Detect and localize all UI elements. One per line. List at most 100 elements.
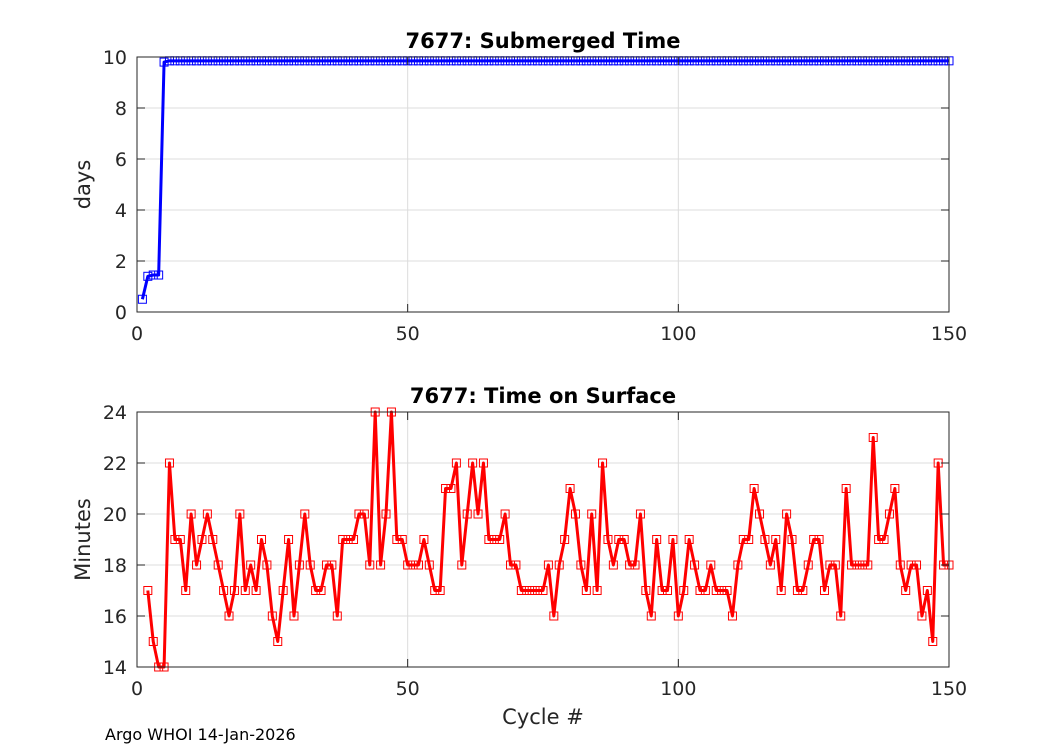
surface-xtick-label: 150	[931, 678, 967, 700]
surface-data-point	[543, 560, 553, 570]
surface-ytick-label: 16	[103, 606, 127, 628]
surface-data-point	[787, 535, 797, 544]
surface-data-point	[413, 560, 423, 570]
surface-data-point	[462, 509, 472, 519]
surface-data-point	[646, 611, 656, 621]
surface-data-point	[792, 586, 802, 595]
surface-data-point	[603, 535, 613, 544]
surface-data-point	[397, 535, 407, 544]
submerged-ytick-label: 0	[115, 302, 127, 324]
surface-data-point	[673, 611, 683, 621]
surface-data-point	[224, 611, 234, 621]
surface-chart-title: 7677: Time on Surface	[410, 384, 676, 408]
surface-data-point	[879, 535, 889, 544]
surface-data-point	[164, 458, 174, 468]
submerged-time-chart: 0 50 100 150 0 2 4 6 8 10 7677: Submerged Time days	[71, 29, 967, 345]
surface-data-point	[219, 586, 229, 595]
surface-data-point	[722, 586, 732, 595]
surface-data-point	[300, 509, 310, 519]
surface-data-point	[495, 535, 505, 544]
submerged-xtick-label: 100	[660, 323, 696, 345]
surface-data-point	[868, 433, 878, 442]
surface-data-point	[771, 535, 781, 544]
surface-data-point	[592, 586, 602, 595]
submerged-ytick-label: 10	[103, 47, 127, 69]
surface-data-point	[776, 586, 786, 595]
surface-data-point	[625, 560, 635, 570]
surface-data-point	[884, 509, 894, 519]
surface-data-point	[614, 535, 624, 544]
surface-data-point	[874, 535, 884, 544]
surface-data-point	[522, 586, 532, 595]
surface-data-point	[284, 535, 294, 544]
surface-data-point	[906, 560, 916, 570]
surface-data-point	[451, 458, 461, 468]
surface-data-point	[819, 586, 829, 595]
surface-xtick-label: 100	[660, 678, 696, 700]
surface-axes-frame	[136, 411, 950, 668]
surface-data-point	[240, 586, 250, 595]
surface-xtick-label: 50	[396, 678, 420, 700]
submerged-chart-title: 7677: Submerged Time	[405, 29, 680, 53]
surface-data-point	[733, 560, 743, 570]
surface-data-point	[814, 535, 824, 544]
surface-data-point	[516, 586, 526, 595]
surface-data-point	[202, 509, 212, 519]
surface-data-point	[148, 637, 158, 646]
surface-data-point	[922, 586, 932, 595]
surface-data-point	[289, 611, 299, 621]
surface-data-point	[803, 560, 813, 570]
surface-data-point	[917, 611, 927, 621]
surface-data-point	[235, 509, 245, 519]
submerged-ytick-label: 6	[115, 149, 127, 171]
surface-data-point	[327, 560, 337, 570]
surface-data-point	[901, 586, 911, 595]
surface-data-point	[538, 586, 548, 595]
submerged-xtick-label: 150	[931, 323, 967, 345]
submerged-ytick-label: 4	[115, 200, 127, 222]
surface-data-point	[690, 560, 700, 570]
surface-data-point	[598, 458, 608, 468]
surface-data-point	[765, 560, 775, 570]
footer-credit: Argo WHOI 14-Jan-2026	[105, 725, 296, 744]
surface-data-point	[630, 560, 640, 570]
surface-data-point	[635, 509, 645, 519]
surface-data-point	[316, 586, 326, 595]
surface-data-point	[549, 611, 559, 621]
surface-data-point	[570, 509, 580, 519]
surface-data-point	[581, 586, 591, 595]
submerged-series-line	[140, 59, 949, 300]
surface-data-point	[192, 560, 202, 570]
surface-ytick-label: 14	[103, 657, 127, 679]
surface-data-point	[717, 586, 727, 595]
surface-data-point	[175, 535, 185, 544]
surface-data-point	[798, 586, 808, 595]
surface-data-point	[668, 535, 678, 544]
surface-data-point	[744, 535, 754, 544]
surface-data-point	[619, 535, 629, 544]
surface-data-point	[257, 535, 267, 544]
surface-data-point	[197, 535, 207, 544]
surface-data-point	[457, 560, 467, 570]
surface-data-point	[760, 535, 770, 544]
surface-data-point	[841, 484, 851, 493]
surface-data-point	[560, 535, 570, 544]
surface-data-point	[727, 611, 737, 621]
submerged-data-point	[148, 270, 158, 280]
surface-data-point	[511, 560, 521, 570]
surface-data-point	[262, 560, 272, 570]
surface-data-point	[847, 560, 857, 570]
surface-data-point	[403, 560, 413, 570]
surface-data-point	[576, 560, 586, 570]
surface-data-point	[706, 560, 716, 570]
surface-data-point	[912, 560, 922, 570]
surface-data-point	[321, 560, 331, 570]
surface-data-point	[755, 509, 765, 519]
surface-data-point	[311, 586, 321, 595]
surface-data-point	[473, 509, 483, 519]
surface-data-point	[305, 560, 315, 570]
submerged-ytick-label: 2	[115, 251, 127, 273]
surface-data-point	[500, 509, 510, 519]
surface-data-point	[181, 586, 191, 595]
submerged-y-axis-label: days	[71, 160, 95, 210]
